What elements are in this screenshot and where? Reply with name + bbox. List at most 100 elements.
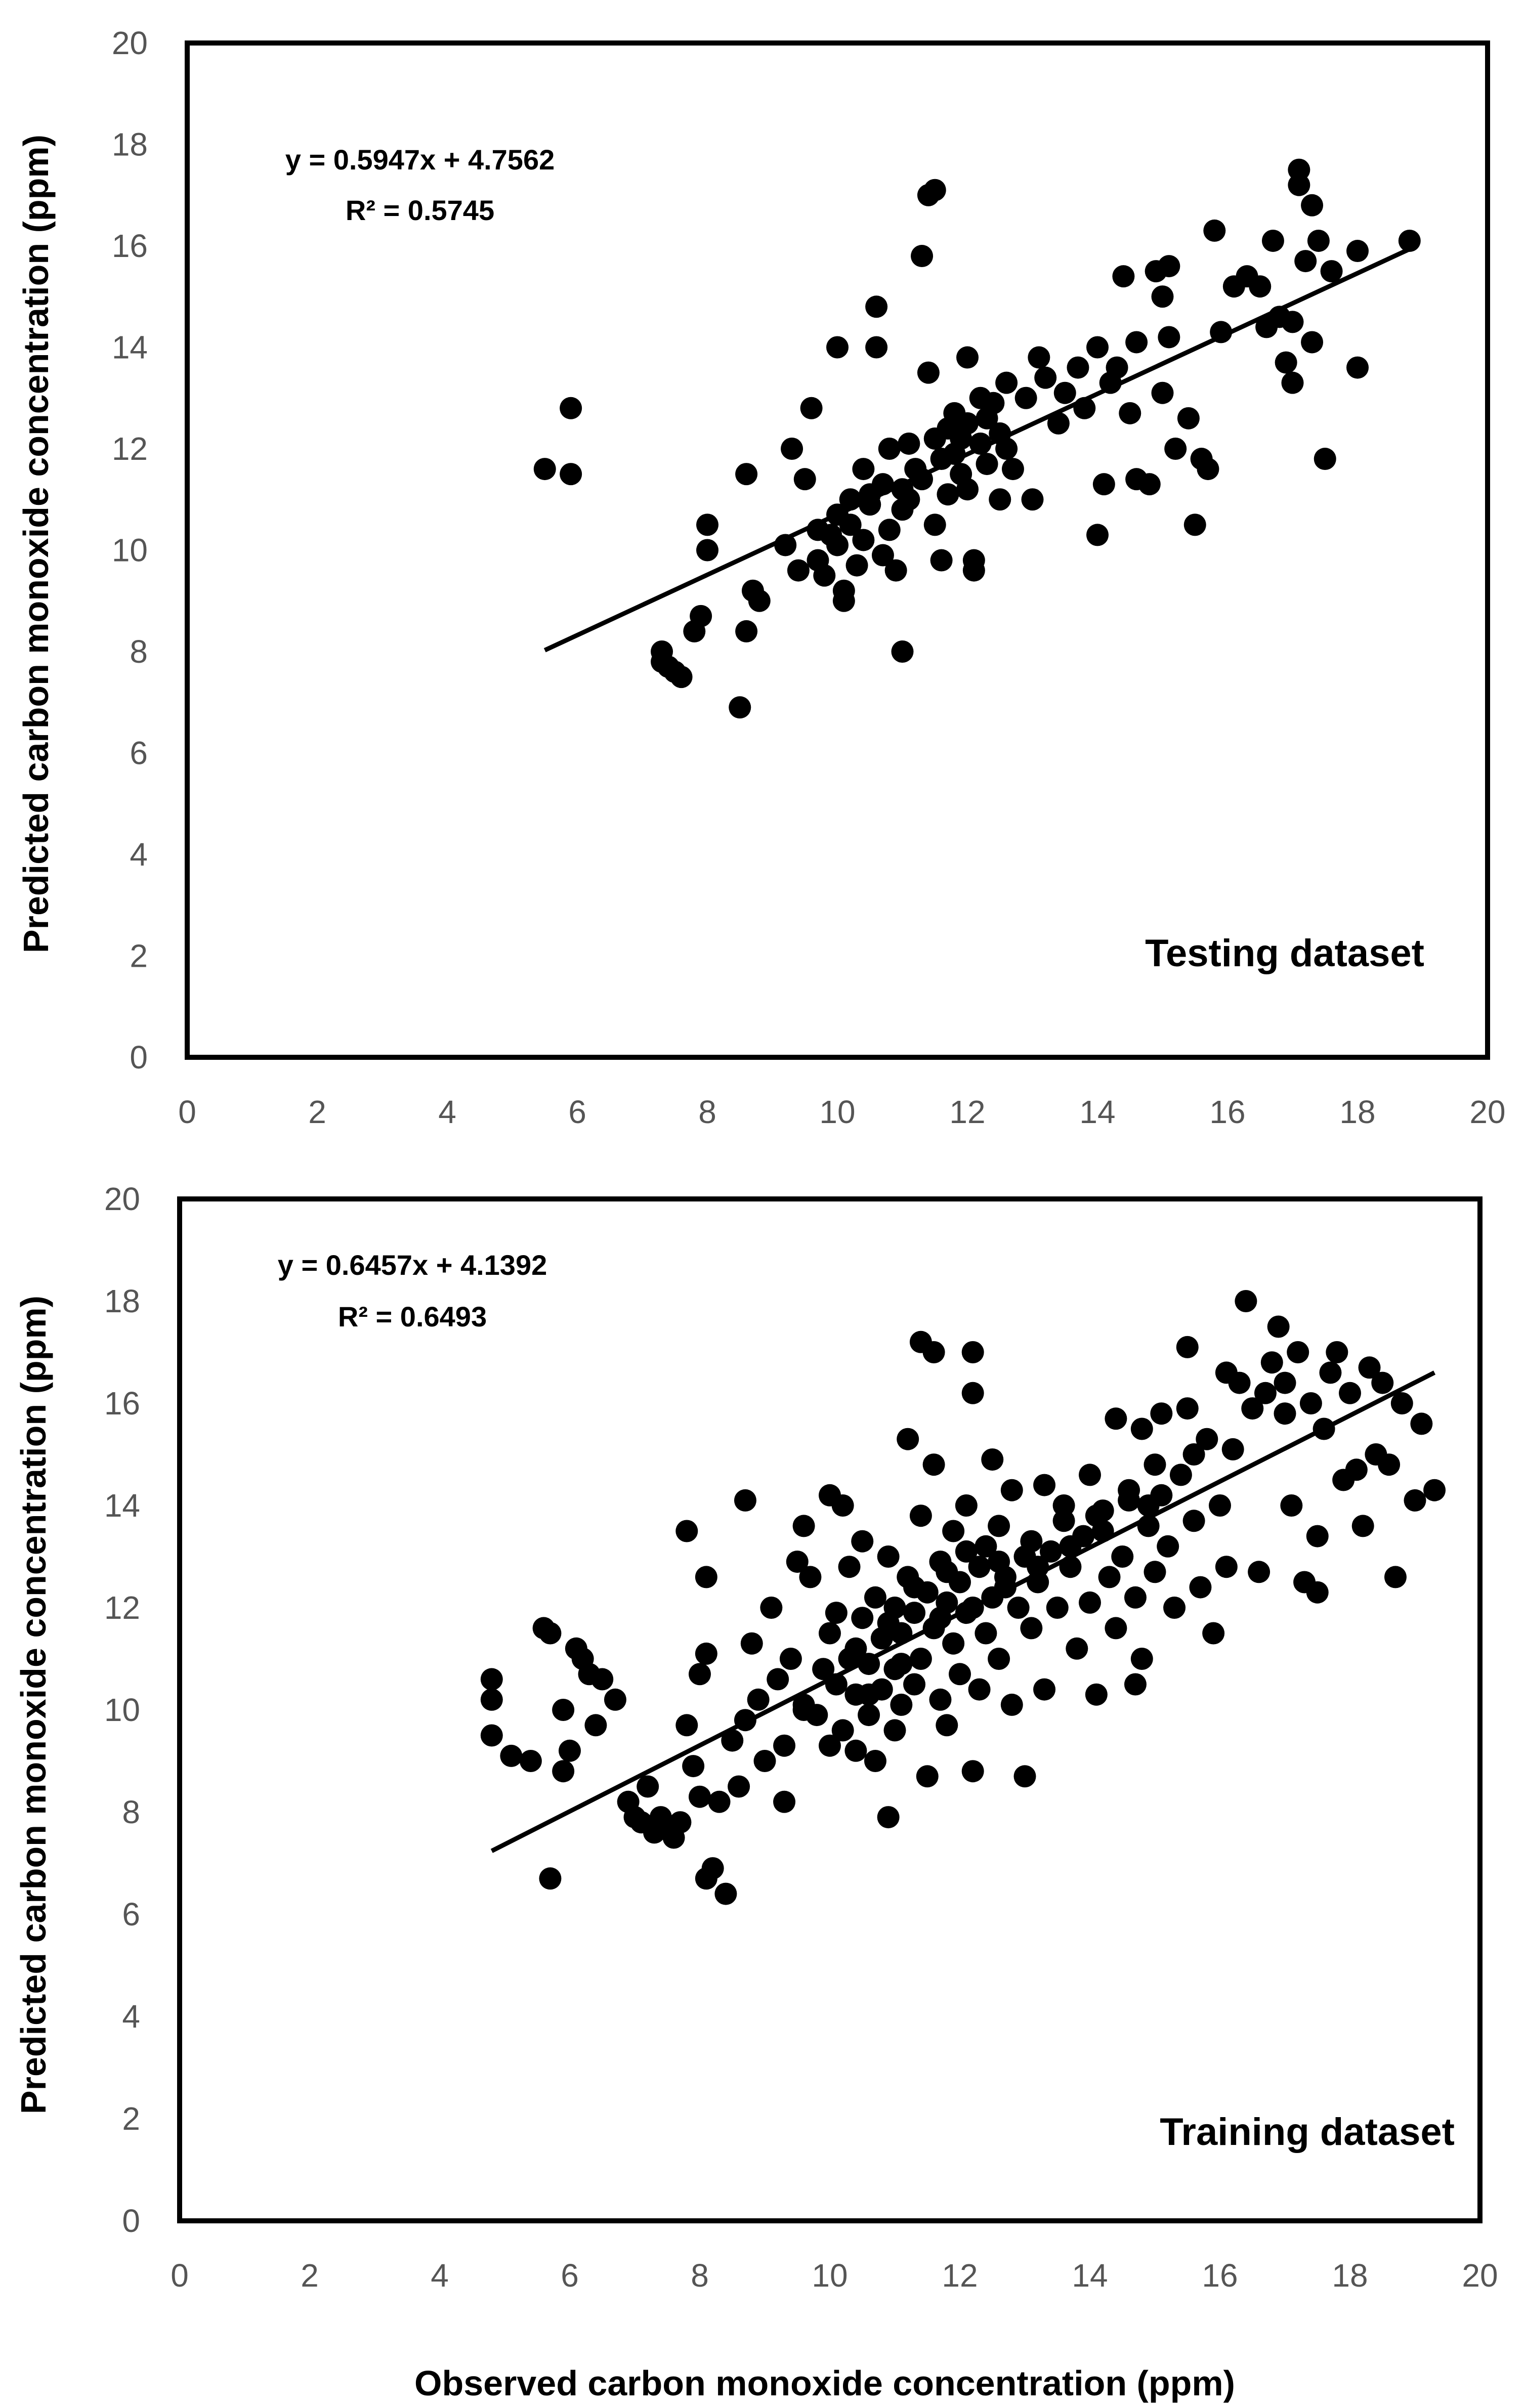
training-data-point <box>1182 1510 1205 1532</box>
testing-data-point <box>871 544 894 567</box>
training-data-point <box>1052 1494 1075 1517</box>
training-x-ticks: 0 2 4 6 8 10 12 14 16 18 20 <box>171 2257 1498 2294</box>
training-data-point <box>1124 1586 1147 1609</box>
testing-data-point <box>878 438 901 460</box>
training-data-point <box>1157 1535 1179 1558</box>
training-data-point <box>480 1688 503 1711</box>
training-data-point <box>773 1734 796 1757</box>
training-data-point <box>1319 1361 1342 1384</box>
testing-data-point <box>911 245 934 268</box>
training-data-point <box>890 1693 913 1716</box>
training-data-point <box>858 1683 880 1706</box>
training-data-point <box>1228 1371 1251 1394</box>
testing-data-point <box>1314 448 1336 470</box>
testing-data-point <box>865 336 888 359</box>
training-x-axis-label: Observed carbon monoxide concentration (… <box>414 2363 1235 2403</box>
testing-data-point <box>560 397 582 419</box>
testing-data-point <box>826 336 849 359</box>
training-data-point <box>961 1382 984 1404</box>
testing-data-point <box>813 564 836 587</box>
training-data-point <box>1079 1464 1101 1486</box>
training-data-point <box>1144 1561 1166 1583</box>
training-data-point <box>792 1699 815 1721</box>
training-data-point <box>942 1520 965 1542</box>
testing-data-point <box>1203 219 1226 242</box>
testing-data-point <box>560 463 582 486</box>
training-data-point <box>799 1566 822 1588</box>
testing-trendline <box>543 247 1411 653</box>
testing-data-point <box>735 620 758 642</box>
training-data-point <box>864 1750 886 1772</box>
testing-x-tick-16: 16 <box>1209 1094 1245 1130</box>
training-data-point <box>1059 1535 1082 1558</box>
training-data-point <box>1267 1315 1290 1338</box>
training-x-tick-16: 16 <box>1202 2257 1238 2294</box>
testing-data-point <box>1183 513 1206 536</box>
training-data-point <box>955 1494 978 1517</box>
testing-data-point <box>1119 402 1141 424</box>
training-data-point <box>701 1857 724 1880</box>
training-x-tick-6: 6 <box>561 2257 579 2294</box>
training-y-tick-18: 18 <box>104 1283 140 1319</box>
testing-data-point <box>1177 407 1200 429</box>
testing-data-point <box>898 432 920 455</box>
training-data-point <box>1280 1494 1303 1517</box>
training-data-point <box>936 1561 958 1583</box>
testing-data-point <box>995 438 1018 460</box>
testing-dataset-label: Testing dataset <box>1145 932 1424 975</box>
training-data-point <box>1176 1397 1199 1420</box>
testing-data-point <box>1112 265 1135 288</box>
testing-data-point <box>923 179 946 201</box>
training-data-point <box>988 1515 1010 1537</box>
training-data-point <box>1007 1597 1030 1619</box>
testing-y-tick-14: 14 <box>112 329 148 366</box>
testing-data-point <box>1301 194 1324 217</box>
testing-y-axis-label: Predicted carbon monoxide concentration … <box>16 135 56 953</box>
training-y-tick-14: 14 <box>104 1487 140 1524</box>
training-data-point <box>909 1504 932 1527</box>
testing-data-point <box>1021 488 1044 511</box>
training-data-point <box>975 1622 997 1645</box>
training-data-point <box>1079 1591 1101 1614</box>
training-data-point <box>1124 1673 1147 1696</box>
testing-data-point <box>917 361 940 384</box>
training-data-point <box>936 1714 958 1737</box>
training-y-tick-10: 10 <box>104 1692 140 1728</box>
training-data-point <box>851 1530 874 1553</box>
training-x-tick-4: 4 <box>431 2257 449 2294</box>
testing-x-ticks: 0 2 4 6 8 10 12 14 16 18 20 <box>178 1094 1505 1130</box>
training-chart: 0 2 4 6 8 10 12 14 16 18 20 0 2 4 6 8 10 12 14 16 18 20 y = … <box>14 1181 1498 2403</box>
testing-y-tick-20: 20 <box>112 25 148 61</box>
training-data-point <box>584 1714 607 1737</box>
training-data-point <box>922 1453 945 1476</box>
training-data-point <box>753 1750 776 1772</box>
training-data-point <box>1254 1382 1277 1404</box>
testing-data-point <box>1086 336 1109 359</box>
testing-data-point <box>865 295 888 318</box>
training-data-point <box>851 1607 874 1629</box>
training-data-point <box>767 1668 789 1691</box>
testing-data-point <box>1288 174 1310 196</box>
testing-data-point <box>956 478 979 501</box>
training-data-point <box>1371 1371 1394 1394</box>
testing-data-point <box>1275 351 1297 374</box>
training-data-point <box>695 1642 717 1665</box>
training-data-point <box>988 1648 1010 1670</box>
testing-data-point <box>898 488 920 511</box>
training-data-point <box>1274 1402 1296 1425</box>
testing-data-point <box>781 438 803 460</box>
testing-points <box>533 158 1421 719</box>
training-data-point <box>1066 1637 1088 1660</box>
testing-x-tick-6: 6 <box>568 1094 586 1130</box>
testing-y-tick-8: 8 <box>130 633 148 670</box>
training-data-point <box>1410 1412 1433 1435</box>
training-data-point <box>812 1658 835 1681</box>
testing-data-point <box>696 539 718 562</box>
testing-x-tick-4: 4 <box>438 1094 456 1130</box>
training-data-point <box>877 1545 900 1568</box>
training-data-point <box>968 1678 991 1701</box>
testing-data-point <box>1014 386 1037 409</box>
testing-data-point <box>1288 158 1310 181</box>
training-trendline <box>490 1370 1436 1853</box>
